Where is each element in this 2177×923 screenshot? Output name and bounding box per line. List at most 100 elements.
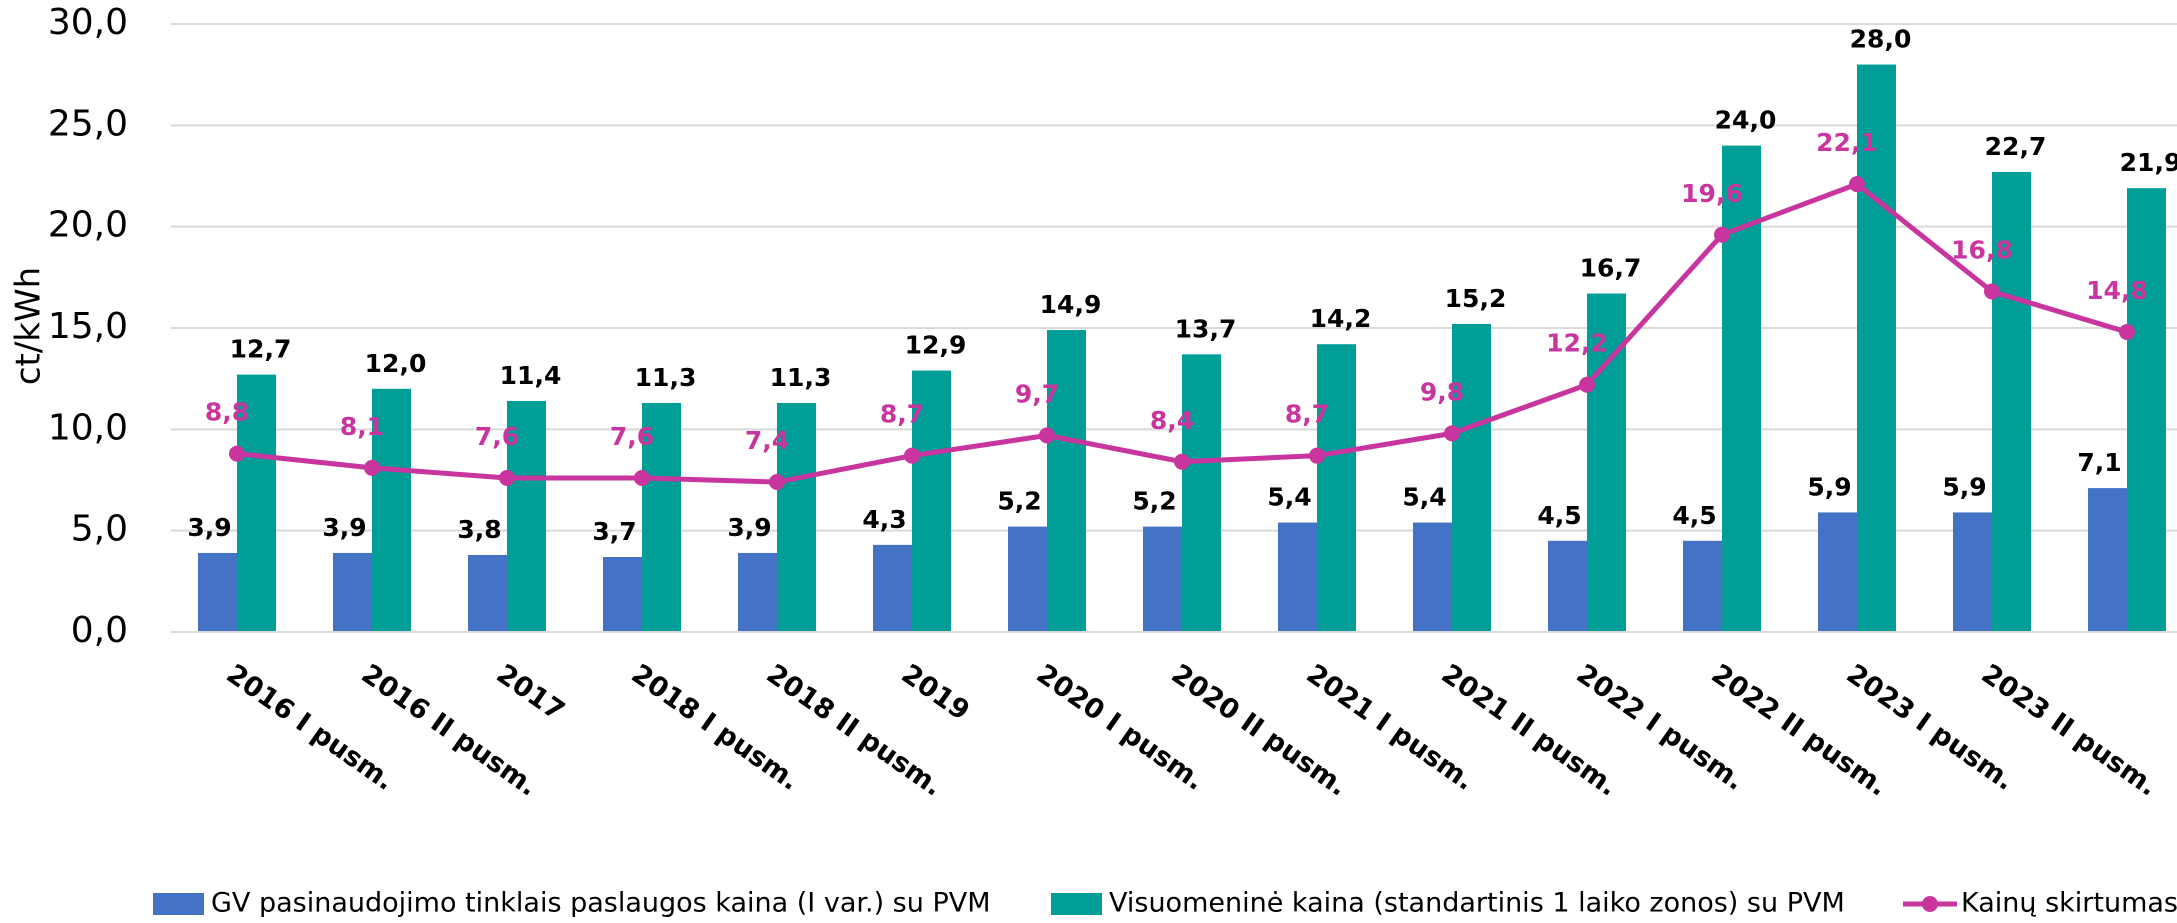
data-label: 12,9 [905,331,967,360]
bar [1278,522,1317,632]
line-point [1714,226,1730,243]
line-point [1849,176,1865,193]
data-label: 3,7 [592,517,636,546]
bar [1317,344,1356,632]
data-label: 24,0 [1715,106,1777,135]
bar [1992,171,2031,633]
line-point [1039,427,1055,444]
data-label: 22,1 [1816,128,1878,157]
bar [912,370,951,632]
y-tick-label: 15,0 [48,306,128,347]
bar [873,544,912,632]
data-label: 12,7 [230,335,292,364]
bar [1143,526,1182,632]
data-label: 4,5 [1672,501,1716,530]
data-label: 7,6 [475,422,519,451]
line-point [1174,453,1190,470]
data-label: 3,9 [727,513,771,542]
data-label: 16,8 [1951,236,2013,265]
data-label: 11,3 [635,363,697,392]
data-label: 5,9 [1807,472,1851,501]
legend-label: GV pasinaudojimo tinklais paslaugos kain… [211,888,991,919]
data-label: 15,2 [1445,284,1507,313]
data-label: 14,2 [1310,304,1372,333]
data-label: 5,4 [1402,483,1446,512]
bar [1818,512,1857,632]
data-label: 7,6 [610,422,654,451]
line-point [634,469,650,486]
bar [198,552,237,632]
bar [1857,64,1896,633]
data-label: 5,9 [1942,472,1986,501]
y-tick-label: 20,0 [48,205,128,246]
data-label: 5,4 [1267,483,1311,512]
bar [372,388,411,632]
data-label: 5,2 [1132,487,1176,516]
data-label: 11,3 [770,363,832,392]
line-point [364,459,380,476]
y-axis-label: ct/kWh [9,267,49,385]
data-label: 9,7 [1015,379,1059,408]
data-label: 19,6 [1681,179,1743,208]
bar [468,554,507,632]
data-label: 4,3 [862,505,906,534]
data-label: 8,8 [205,398,249,427]
line-point [1579,376,1595,393]
data-label: 12,2 [1546,329,1608,358]
y-tick-label: 0,0 [71,610,128,651]
data-label: 14,9 [1040,290,1102,319]
data-label: 12,0 [365,349,427,378]
data-label: 7,1 [2077,448,2121,477]
bar [1452,323,1491,632]
bar [2088,488,2127,632]
bar [333,552,372,632]
y-tick-label: 10,0 [48,407,128,448]
data-label: 16,7 [1580,254,1642,283]
bar [1953,512,1992,632]
line-point [499,469,515,486]
line-point [1444,425,1460,442]
data-label: 5,2 [997,487,1041,516]
line-point [1984,283,2000,300]
data-label: 4,5 [1537,501,1581,530]
line-point [904,447,920,464]
x-tick-label: 2019 [896,658,975,727]
bar [237,374,276,632]
line-point [229,445,245,462]
bar [1182,354,1221,632]
y-tick-label: 5,0 [71,509,128,550]
legend-swatch [1922,896,1938,912]
line-point [1309,447,1325,464]
legend-swatch [153,893,204,915]
bar [1008,526,1047,632]
legend-label: Visuomeninė kaina (standartinis 1 laiko … [1109,888,1845,919]
data-label: 22,7 [1985,132,2047,161]
data-label: 13,7 [1175,314,1237,343]
data-label: 14,8 [2086,276,2148,305]
data-label: 8,4 [1150,406,1194,435]
data-label: 8,7 [1285,400,1329,429]
data-label: 3,8 [457,515,501,544]
bar [603,557,642,632]
legend-swatch [1051,893,1102,915]
bar [738,552,777,632]
data-label: 11,4 [500,361,562,390]
bar [507,400,546,632]
data-label: 28,0 [1850,25,1912,54]
x-tick-label: 2017 [491,658,570,727]
bar [1548,540,1587,632]
bar [1722,145,1761,632]
data-label: 3,9 [187,513,231,542]
data-label: 7,4 [745,426,789,455]
bar [777,402,816,632]
data-label: 8,1 [340,412,384,441]
bar [1683,540,1722,632]
y-tick-label: 25,0 [48,103,128,144]
bar [1413,522,1452,632]
line-point [769,474,785,491]
line-point [2119,324,2135,341]
data-label: 3,9 [322,513,366,542]
data-label: 9,8 [1420,377,1464,406]
